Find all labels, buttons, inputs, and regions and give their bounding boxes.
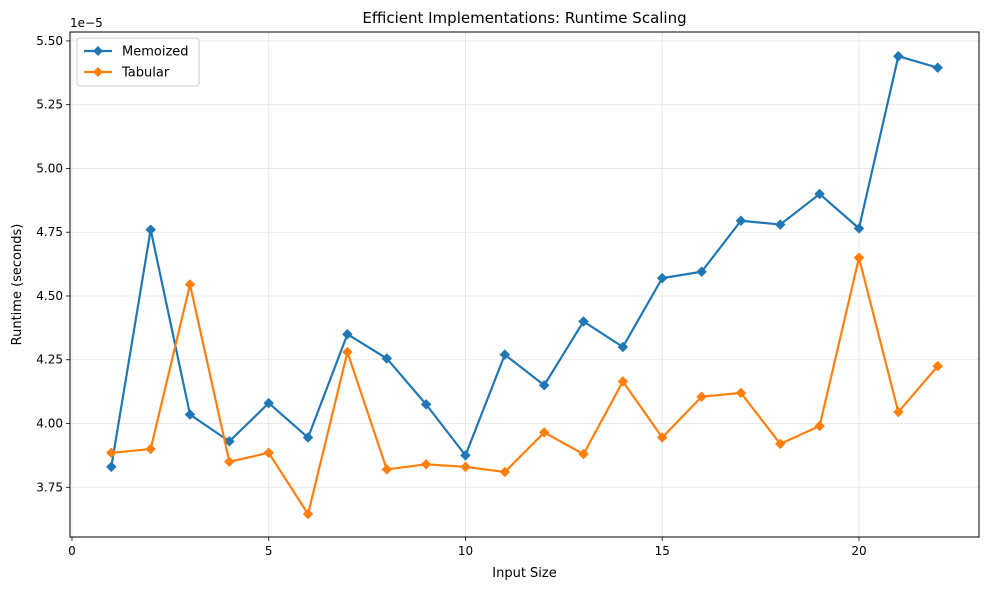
legend-label-memoized: Memoized bbox=[122, 45, 189, 60]
y-tick-label: 5.00 bbox=[36, 161, 63, 175]
data-point-tabular bbox=[853, 252, 865, 264]
data-point-memoized bbox=[381, 353, 393, 364]
data-point-tabular bbox=[420, 458, 432, 470]
data-point-tabular bbox=[302, 508, 314, 520]
legend: Memoized Tabular bbox=[76, 37, 200, 87]
data-point-memoized bbox=[538, 379, 550, 391]
data-point-tabular bbox=[656, 432, 668, 443]
y-axis-label: Runtime (seconds) bbox=[10, 224, 25, 346]
y-scale-offset-label: 1e−5 bbox=[70, 16, 103, 30]
data-point-memoized bbox=[696, 266, 707, 278]
series bbox=[105, 50, 944, 520]
data-point-tabular bbox=[617, 376, 629, 387]
plot-frame bbox=[69, 31, 980, 538]
data-point-memoized bbox=[578, 316, 589, 327]
x-axis-label: Input Size bbox=[492, 566, 556, 581]
y-tick-label: 4.25 bbox=[36, 353, 63, 367]
series-memoized bbox=[105, 50, 944, 473]
data-point-memoized bbox=[735, 215, 747, 227]
data-point-tabular bbox=[735, 387, 747, 399]
data-point-memoized bbox=[105, 461, 117, 473]
x-tick-label: 20 bbox=[851, 544, 866, 558]
data-point-memoized bbox=[853, 223, 865, 234]
y-tick-label: 4.75 bbox=[36, 225, 63, 239]
x-tick-label: 10 bbox=[458, 544, 473, 558]
x-tick-label: 0 bbox=[68, 544, 76, 558]
data-point-memoized bbox=[263, 397, 275, 409]
legend-marker-tabular bbox=[93, 67, 103, 77]
data-point-memoized bbox=[617, 341, 629, 353]
data-point-memoized bbox=[145, 224, 157, 236]
y-tick-label: 3.75 bbox=[36, 480, 63, 494]
data-point-memoized bbox=[774, 219, 786, 230]
data-point-tabular bbox=[145, 443, 157, 455]
data-point-tabular bbox=[774, 438, 786, 450]
data-point-tabular bbox=[342, 346, 353, 358]
y-tick-label: 4.00 bbox=[36, 417, 63, 431]
y-tick-label: 4.50 bbox=[36, 289, 63, 303]
x-tick-label: 5 bbox=[265, 544, 273, 558]
data-point-memoized bbox=[460, 450, 471, 461]
series-line-tabular bbox=[111, 256, 939, 516]
x-tick-label: 15 bbox=[655, 544, 670, 558]
data-point-memoized bbox=[656, 272, 668, 284]
data-point-tabular bbox=[892, 406, 904, 418]
grid bbox=[70, 32, 979, 537]
data-point-tabular bbox=[224, 456, 235, 468]
chart-title: Efficient Implementations: Runtime Scali… bbox=[362, 9, 686, 27]
data-point-memoized bbox=[184, 409, 196, 420]
axis-ticks: 0 5 10 15 20 3.75 4.00 4.25 4.50 4.75 5.00 5.25 5.50 bbox=[36, 34, 866, 558]
y-tick-label: 5.25 bbox=[36, 98, 63, 112]
series-line-memoized bbox=[110, 55, 938, 468]
data-point-tabular bbox=[814, 420, 825, 432]
data-point-memoized bbox=[302, 432, 314, 443]
data-point-memoized bbox=[224, 436, 235, 447]
legend-marker-memoized bbox=[93, 46, 103, 56]
data-point-tabular bbox=[578, 448, 589, 460]
y-tick-label: 5.50 bbox=[36, 34, 63, 48]
data-point-tabular bbox=[499, 466, 511, 478]
data-point-tabular bbox=[460, 461, 471, 473]
data-point-tabular bbox=[263, 447, 275, 459]
data-point-memoized bbox=[892, 50, 904, 62]
data-point-memoized bbox=[932, 62, 944, 74]
data-point-tabular bbox=[184, 279, 196, 290]
series-tabular bbox=[105, 252, 944, 520]
data-point-tabular bbox=[538, 427, 550, 438]
data-point-tabular bbox=[105, 447, 117, 459]
legend-label-tabular: Tabular bbox=[121, 66, 170, 81]
data-point-memoized bbox=[420, 399, 432, 410]
data-point-memoized bbox=[499, 349, 511, 360]
data-point-memoized bbox=[342, 328, 353, 340]
data-point-tabular bbox=[932, 360, 944, 372]
data-point-memoized bbox=[814, 188, 825, 200]
data-point-tabular bbox=[381, 464, 393, 475]
data-point-tabular bbox=[696, 391, 707, 403]
